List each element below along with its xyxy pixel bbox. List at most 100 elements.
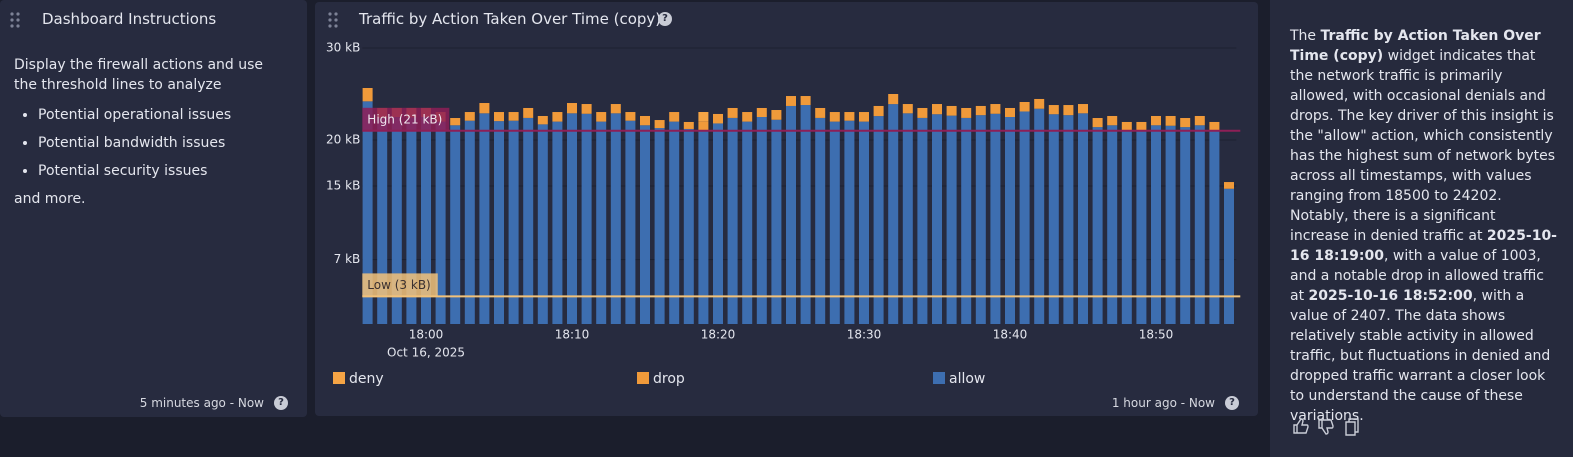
bar-segment <box>1005 107 1015 117</box>
threshold-label: High (21 kB) <box>367 112 442 126</box>
insight-run: Traffic by Action Taken Over Time (copy) <box>1290 28 1541 64</box>
bar-segment <box>1194 115 1205 126</box>
insight-text: The Traffic by Action Taken Over Time (c… <box>1290 26 1558 426</box>
bar-segment <box>1019 102 1030 112</box>
help-icon[interactable]: ? <box>1225 396 1239 410</box>
bar-segment <box>1136 130 1147 324</box>
bar-segment <box>946 115 957 325</box>
insight-panel <box>1270 0 1573 457</box>
bar-segment <box>1209 121 1220 131</box>
bar-segment <box>1209 130 1220 324</box>
bar-segment <box>625 112 636 121</box>
bar-segment <box>625 120 636 325</box>
bar-segment <box>1078 113 1088 324</box>
copy-icon[interactable] <box>1345 418 1359 436</box>
bar-segment <box>683 121 694 129</box>
list-item: Potential operational issues <box>38 105 289 125</box>
bar-segment <box>479 113 490 324</box>
bar-segment <box>435 121 446 324</box>
bar-segment <box>727 117 738 324</box>
bar-segment <box>888 104 899 325</box>
bar-segment <box>1005 117 1015 324</box>
bar-segment <box>800 96 811 106</box>
bar-segment <box>362 101 373 324</box>
bar-segment <box>902 104 913 114</box>
instructions-body: Display the firewall actions and use the… <box>14 55 289 209</box>
bar-segment <box>873 116 884 324</box>
help-icon[interactable]: ? <box>274 396 288 410</box>
thumbs-down[interactable] <box>1318 419 1334 435</box>
bar-segment <box>1224 182 1234 189</box>
bar-segment <box>756 117 767 324</box>
bar-segment <box>844 112 855 121</box>
bar-segment <box>640 115 650 126</box>
chart: 7 kB 15 kB 20 kB 30 kB 18:00 Oct 16, 2025 18:1… <box>326 41 1241 387</box>
bar-segment <box>975 115 986 324</box>
bar-segment <box>932 114 942 325</box>
bar-segment <box>771 110 782 120</box>
bar-segment <box>1034 98 1045 109</box>
bar-segment <box>552 112 563 122</box>
bar-segment <box>946 105 957 116</box>
time-range: 5 minutes ago - Now <box>139 396 264 410</box>
bar-segment <box>713 113 723 124</box>
bar-segment <box>815 117 826 324</box>
thumbs-up[interactable] <box>1293 418 1309 434</box>
y-tick-label: 15 kB <box>326 179 360 193</box>
bar-segment <box>581 104 592 114</box>
bar-segment <box>698 112 709 122</box>
help-icon[interactable]: ? <box>658 12 672 26</box>
x-tick-label: 18:10 <box>555 328 590 342</box>
bar-segment <box>742 121 753 324</box>
bar-segment <box>859 112 869 122</box>
bar-segment <box>1092 127 1103 325</box>
bar-segment <box>1063 105 1074 116</box>
bar-segment <box>1107 125 1118 324</box>
bar-segment <box>640 125 650 324</box>
x-sublabel: Oct 16, 2025 <box>387 346 465 360</box>
drag-handle[interactable] <box>328 12 338 28</box>
x-tick-label: 18:20 <box>701 328 736 342</box>
bar-segment <box>1180 127 1191 325</box>
bar-segment <box>362 88 373 102</box>
bar-segment <box>1136 121 1147 131</box>
bar-segment <box>1180 118 1191 128</box>
y-tick-label: 30 kB <box>326 41 360 55</box>
bar-segment <box>1048 105 1059 115</box>
insight-run: , with a value of 2407. The data shows r… <box>1290 288 1551 424</box>
bar-segment <box>786 96 796 106</box>
drag-handle[interactable] <box>10 12 20 28</box>
bar-segment <box>391 117 402 324</box>
list: Potential operational issues Potential b… <box>14 105 289 181</box>
bar-segment <box>713 123 723 324</box>
list-item: Potential bandwidth issues <box>38 133 289 153</box>
bar-segment <box>494 121 504 324</box>
bar-segment <box>1019 111 1030 324</box>
instructions-panel <box>0 0 307 417</box>
y-tick-label: 7 kB <box>334 252 361 266</box>
bar-segment <box>873 105 884 117</box>
bar-segment <box>377 117 388 324</box>
bar-segment <box>698 121 709 131</box>
bar-segment <box>961 107 972 118</box>
bar-segment <box>990 104 1001 114</box>
bar-segment <box>829 112 840 122</box>
bar-segment <box>786 105 796 325</box>
bar-segment <box>669 121 680 324</box>
bar-segment <box>494 112 504 122</box>
bar-segment <box>421 117 431 324</box>
bar-segment <box>1151 125 1161 324</box>
bar-segment <box>990 113 1001 324</box>
intro: Display the firewall actions and use the… <box>14 57 264 93</box>
bar-segment <box>888 94 899 105</box>
bar-segment <box>1224 188 1234 324</box>
bar-segment <box>800 105 811 324</box>
legend-label: drop <box>653 371 685 387</box>
bar-segment <box>464 112 475 121</box>
bar-segment <box>975 105 986 116</box>
bar-segment <box>815 107 826 118</box>
bar-segment <box>829 121 840 324</box>
x-tick-label: 18:30 <box>847 328 882 342</box>
bar-segment <box>1194 125 1205 324</box>
